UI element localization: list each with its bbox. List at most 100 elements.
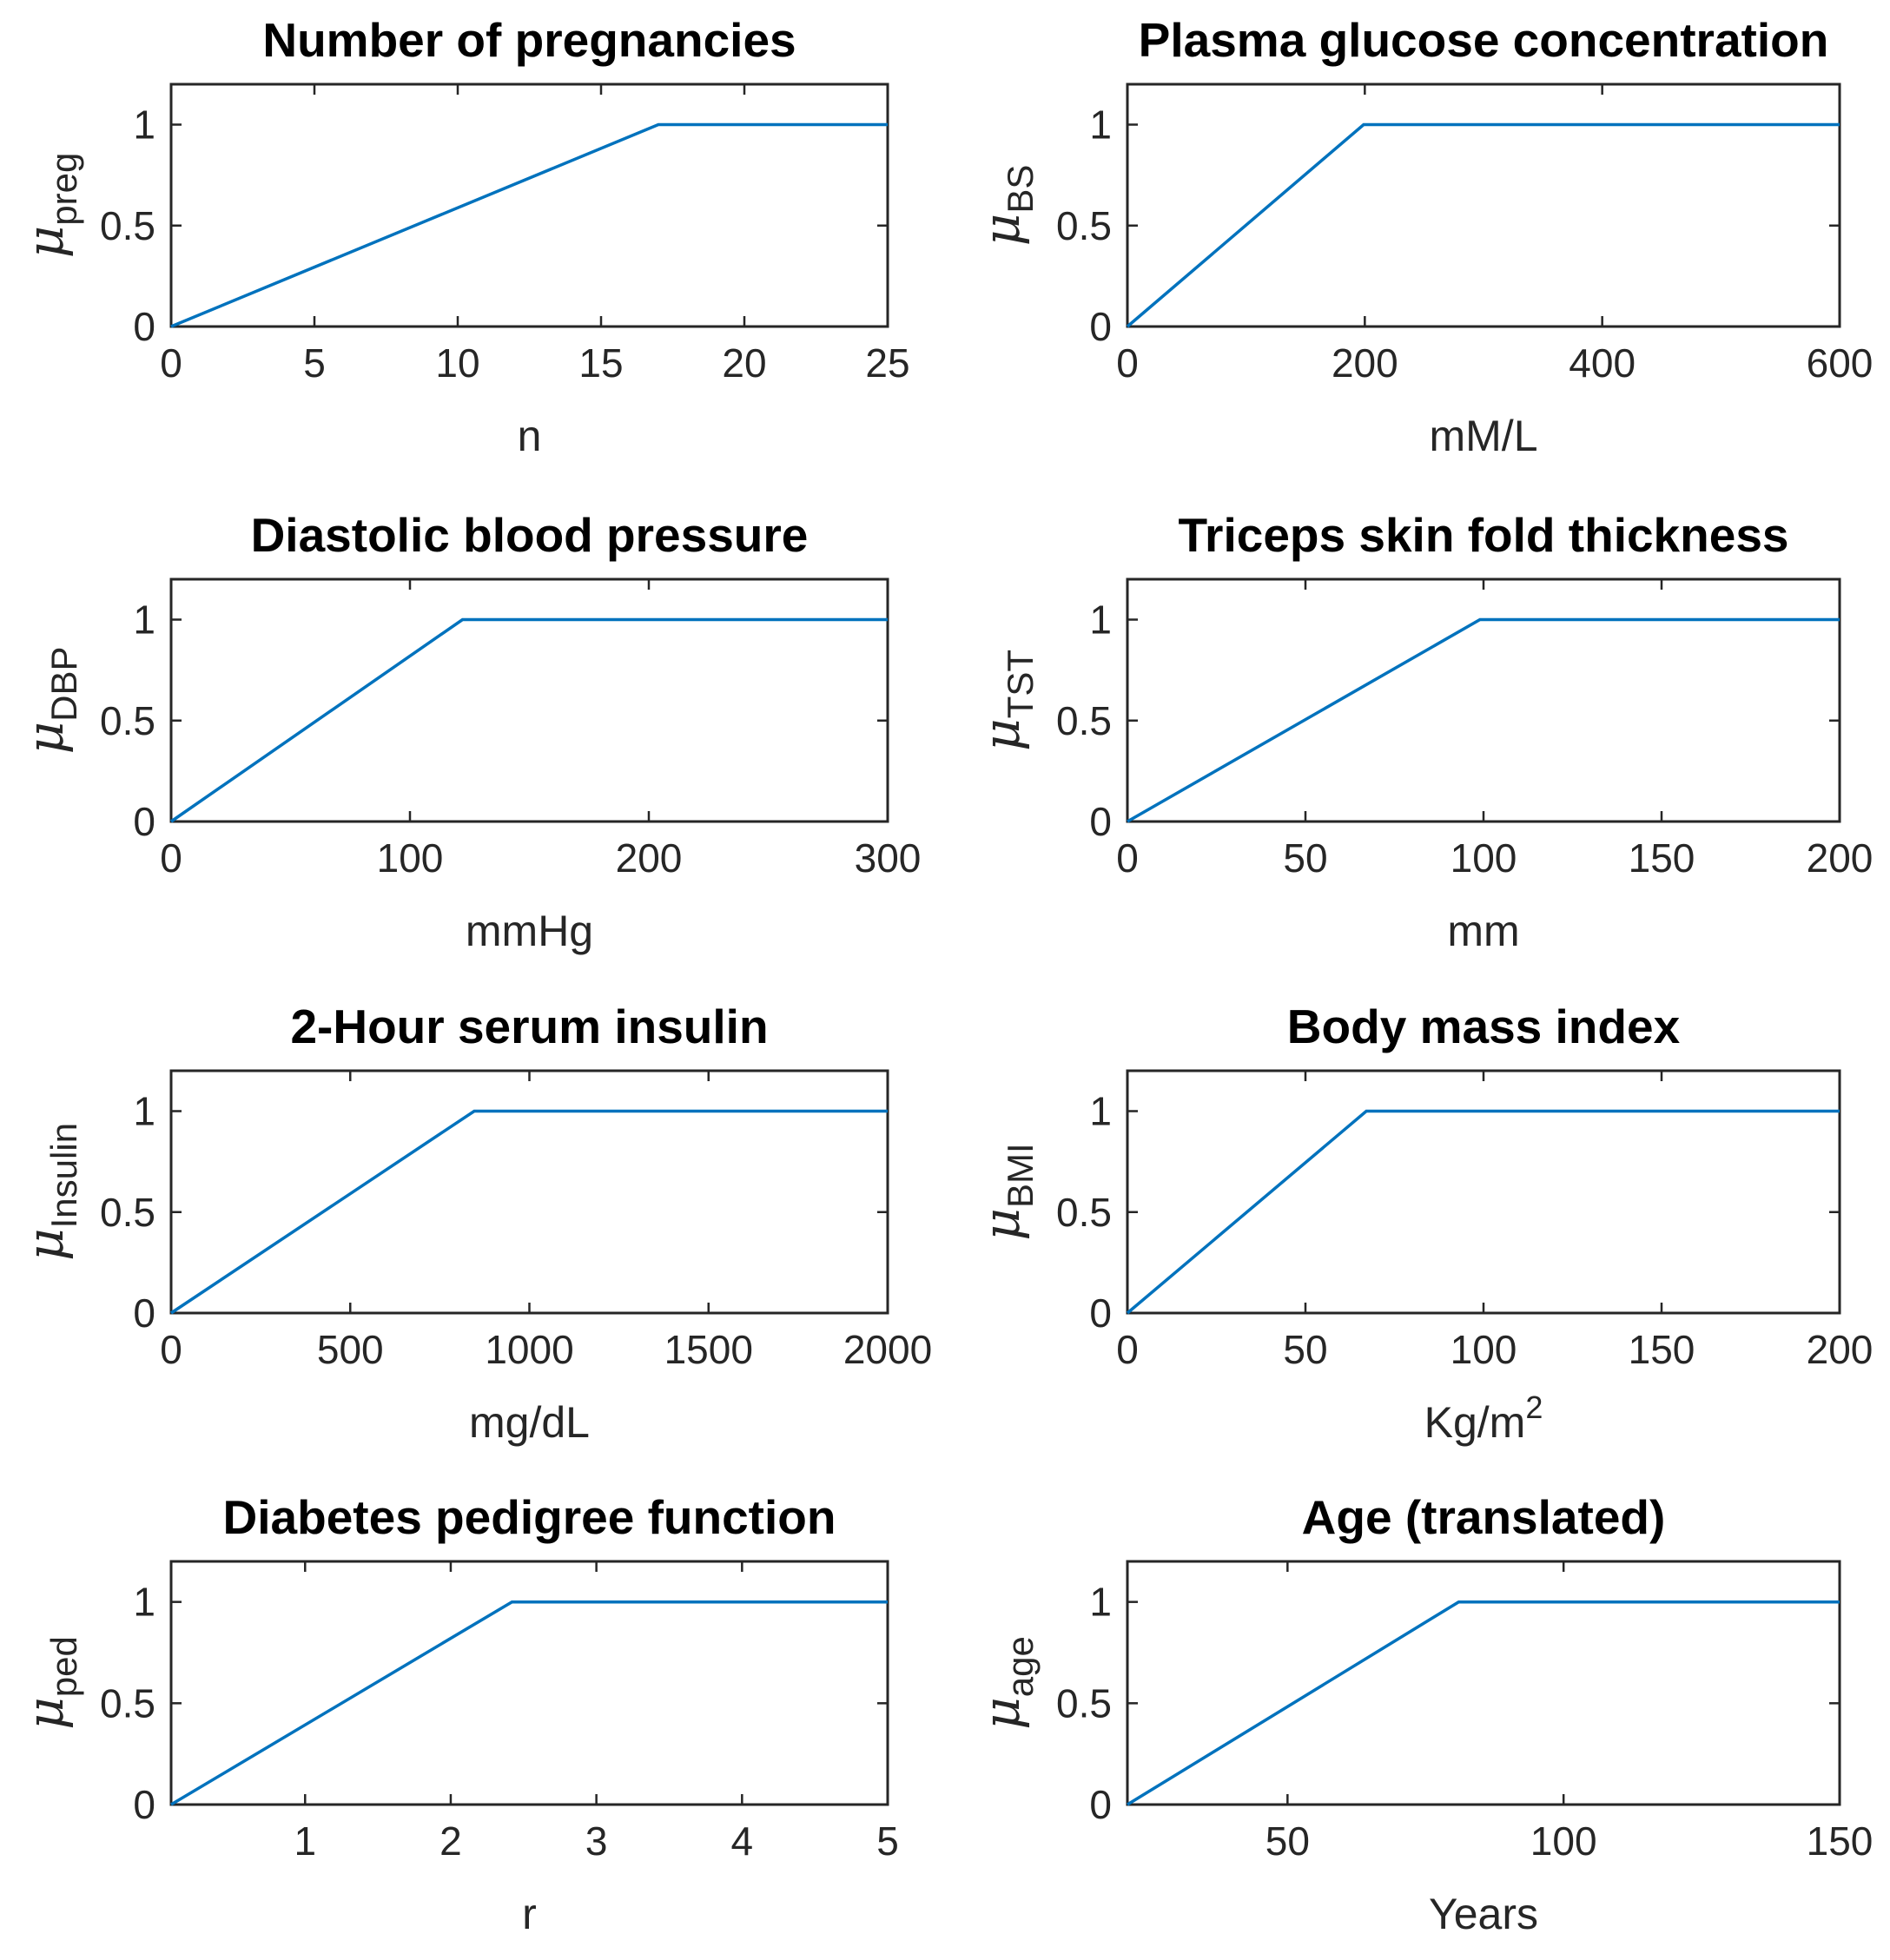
x-tick-label: 4 [731,1818,754,1864]
axes-frame [1126,82,1841,328]
y-tick-label: 0 [133,1782,155,1827]
y-tick-label: 0.5 [1056,1190,1112,1235]
x-tick-label: 10 [435,340,479,386]
x-axis-label: mm [1447,907,1519,955]
y-axis-label-subscript: TST [1000,650,1041,718]
x-tick-label: 50 [1266,1818,1310,1864]
x-tick-label: 200 [1807,835,1873,881]
y-axis-label-symbol: μ [16,226,75,259]
subplot-title: Diabetes pedigree function [223,1490,836,1544]
x-axis-label: mmHg [466,907,593,955]
subplot-7: Diabetes pedigree function 1 2 3 4 5 0 0.5 1 r μpe… [16,1490,899,1938]
y-tick-label: 0 [1089,1782,1112,1827]
membership-function-line [1126,1109,1840,1315]
x-tick-label: 150 [1807,1818,1873,1864]
y-tick-label: 0 [1089,304,1112,349]
y-tick-label: 0 [1089,1290,1112,1336]
subplot-title: Plasma glucose concentration [1139,13,1829,67]
x-tick-label: 5 [303,340,326,386]
y-tick-label: 1 [133,102,155,148]
x-tick-label: 0 [1116,835,1139,881]
axes-frame [169,577,889,823]
y-axis-label-symbol: μ [16,1228,75,1261]
y-axis-label-subscript: Insulin [43,1123,84,1228]
subplot-6: Body mass index 0 50 100 150 200 0 0.5 1 Kg/m2 μBM… [972,1000,1873,1447]
subplot-title: Body mass index [1287,1000,1681,1053]
y-axis-label: μped [16,1636,84,1730]
y-tick-label: 0 [133,304,155,349]
x-axis-label: Years [1429,1890,1538,1938]
y-axis-label-symbol: μ [972,1697,1031,1730]
y-axis-label: μDBP [16,646,84,754]
y-tick-label: 0 [133,1290,155,1336]
x-tick-label: 5 [876,1818,899,1864]
y-axis-label-subscript: ped [43,1636,84,1697]
x-axis-label: r [522,1890,537,1938]
axes-frame [1126,577,1841,823]
x-tick-label: 50 [1283,835,1327,881]
y-tick-label: 0.5 [100,1680,155,1726]
y-axis-label-subscript: DBP [43,646,84,721]
x-tick-label: 15 [578,340,623,386]
x-axis-label: n [518,412,542,460]
x-tick-label: 300 [855,835,922,881]
subplot-title: Diastolic blood pressure [251,508,809,562]
x-tick-label: 1000 [485,1327,573,1372]
x-tick-label: 0 [1116,1327,1139,1372]
x-tick-label: 2 [439,1818,462,1864]
subplot-3: Diastolic blood pressure 0 100 200 300 0 0.5 1 m… [16,508,921,955]
membership-function-line [170,122,888,328]
x-tick-label: 400 [1569,340,1636,386]
axes-frame [1126,1560,1841,1806]
y-axis-label-subscript: BS [1000,165,1041,214]
x-tick-label: 0 [160,340,182,386]
y-tick-label: 1 [1089,1089,1112,1134]
axes-frame [169,1560,889,1806]
x-tick-label: 0 [1116,340,1139,386]
y-tick-label: 0.5 [1056,1680,1112,1726]
subplot-8: Age (translated) 50 100 150 0 0.5 1 Years μage [972,1490,1873,1938]
subplot-title: Age (translated) [1302,1490,1666,1544]
y-axis-label-subscript: age [1000,1636,1041,1697]
x-tick-label: 200 [1807,1327,1873,1372]
y-axis-label: μpreg [16,153,84,259]
y-tick-label: 1 [1089,1580,1112,1625]
x-axis-label: mg/dL [469,1398,590,1447]
y-tick-label: 0 [133,799,155,844]
y-tick-label: 1 [133,1580,155,1625]
membership-function-line [170,1600,888,1806]
x-tick-label: 100 [377,835,444,881]
x-tick-label: 200 [616,835,683,881]
y-tick-label: 1 [1089,102,1112,148]
x-tick-label: 600 [1807,340,1873,386]
x-tick-label: 0 [160,1327,182,1372]
subplot-5: 2-Hour serum insulin 0 500 1000 1500 2000 0 0.5… [16,1000,932,1447]
axes-frame [169,1069,889,1315]
membership-function-line [1127,617,1840,823]
subplot-title: Number of pregnancies [262,13,796,67]
y-axis-label: μBMI [972,1143,1041,1240]
x-tick-label: 1 [294,1818,316,1864]
y-tick-label: 1 [1089,597,1112,643]
y-tick-label: 0.5 [100,203,155,248]
x-tick-label: 0 [160,835,182,881]
x-tick-label: 100 [1451,1327,1517,1372]
y-axis-label-symbol: μ [16,722,75,755]
x-tick-label: 150 [1629,835,1695,881]
subplot-2: Plasma glucose concentration 0 200 400 600 0 0… [972,13,1873,460]
x-axis-label-superscript: 2 [1525,1389,1543,1425]
x-tick-label: 100 [1530,1818,1597,1864]
y-tick-label: 0.5 [100,698,155,743]
x-tick-label: 500 [317,1327,384,1372]
x-tick-label: 200 [1332,340,1398,386]
x-tick-label: 1500 [664,1327,753,1372]
x-tick-label: 3 [585,1818,608,1864]
subplot-4: Triceps skin fold thickness 0 50 100 150 200 0… [972,508,1873,955]
axes-frame [169,82,889,328]
y-axis-label: μTST [972,650,1041,751]
subplot-title: 2-Hour serum insulin [290,1000,768,1053]
x-axis-label: mM/L [1430,412,1538,460]
y-axis-label-subscript: BMI [1000,1143,1041,1208]
y-axis-label-symbol: μ [972,1208,1031,1241]
